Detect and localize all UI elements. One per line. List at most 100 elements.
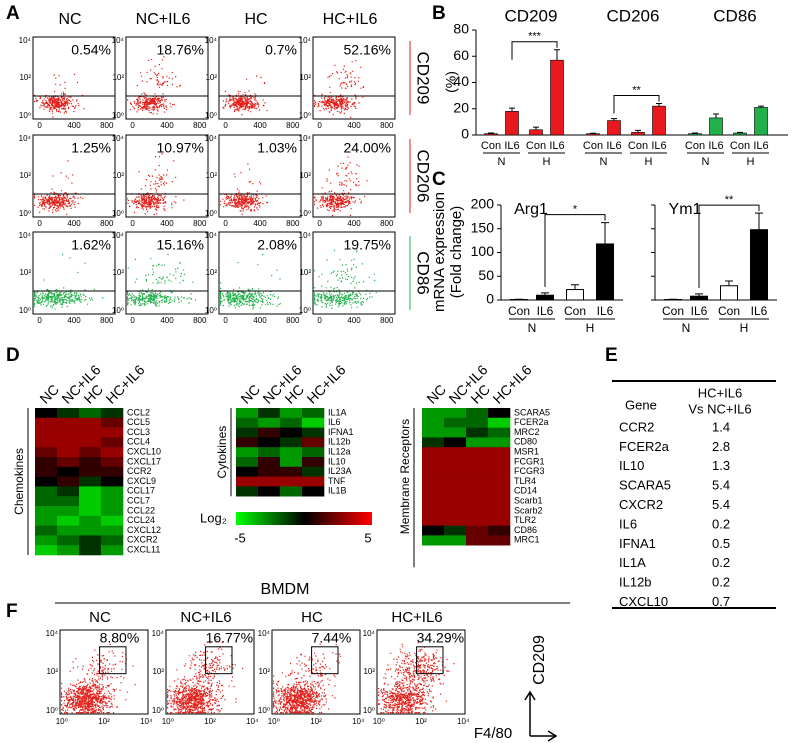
table-cell: 0.2 [712, 575, 730, 590]
heatmap-cell [444, 447, 467, 458]
bar-label: Con [718, 304, 740, 318]
row-label: CCL3 [127, 427, 150, 437]
axis-label: CD209 [531, 635, 548, 685]
heatmap-cell [302, 457, 325, 468]
flow-plot-frame [125, 231, 209, 315]
heatmap-cell [488, 506, 511, 517]
row-label: IL10 [328, 456, 346, 466]
bar [720, 285, 738, 301]
y-tick-label: 10⁰ [152, 706, 164, 715]
y-tick-label: 80 [453, 21, 469, 37]
y-tick-label: 200 [471, 196, 495, 212]
heatmap-cell [79, 486, 102, 497]
error-bar [656, 103, 662, 107]
heatmap-cell [57, 447, 80, 458]
column-header: HC [301, 609, 323, 626]
heatmap-cell [422, 417, 445, 428]
column-header: NC+IL6 [136, 11, 191, 28]
heatmap-cell [444, 466, 467, 477]
heatmap-cell [302, 447, 325, 458]
row-label: CD86 [514, 525, 537, 535]
x-tick-label: 0 [37, 219, 42, 228]
x-tick-label: 0 [317, 316, 322, 325]
row-label: CCL5 [127, 417, 150, 427]
row-label: IL1B [328, 486, 347, 496]
percent: 34.29% [417, 630, 464, 646]
heatmap-cell [488, 417, 511, 428]
x-tick-label: 400 [347, 121, 361, 130]
heatmap-cell [258, 466, 281, 477]
percent: 0.7% [265, 42, 297, 58]
condition-label: H [543, 156, 551, 168]
column-header: HC [244, 11, 267, 28]
heatmap-cell [422, 486, 445, 497]
y-tick-label: 10⁴ [112, 134, 125, 143]
significance-bracket [613, 95, 660, 114]
x-tick-label: 0 [130, 121, 135, 130]
x-tick-label: 10² [98, 717, 110, 726]
heatmap-cell [466, 476, 489, 487]
group-label: Cytokines [215, 426, 229, 479]
heatmap-cell [302, 437, 325, 448]
heatmap-cell [258, 437, 281, 448]
error-bar [635, 129, 641, 133]
flow-plot-frame [312, 134, 396, 218]
x-tick-label: 400 [253, 219, 267, 228]
error-bar [758, 105, 764, 108]
bar [550, 59, 564, 136]
heatmap-cell [236, 408, 259, 419]
y-tick-label: 10⁴ [205, 231, 218, 240]
y-tick-label: 10⁰ [205, 209, 217, 218]
heatmap-cell [101, 535, 124, 546]
y-tick-label: 10⁴ [299, 231, 312, 240]
heatmap-cell [422, 447, 445, 458]
colorbar-label: Log₂ [200, 510, 227, 525]
x-tick-label: 800 [100, 219, 114, 228]
heatmap-cell [101, 427, 124, 438]
row-label: IL23A [328, 466, 352, 476]
heatmap-cell [466, 417, 489, 428]
y-tick-label: 10⁰ [205, 111, 217, 120]
bar-label: Con [481, 140, 501, 152]
heatmap-cell [79, 408, 102, 419]
x-tick-label: 800 [100, 316, 114, 325]
bar-label: IL6 [753, 140, 768, 152]
y-tick-label: 10⁰ [19, 306, 31, 315]
heatmap-cell [444, 535, 467, 546]
condition-label: N [600, 156, 608, 168]
x-tick-label: 800 [380, 219, 394, 228]
scatter-dots [314, 156, 368, 217]
table-cell: IFNA1 [619, 536, 656, 551]
heatmap-cell [79, 466, 102, 477]
x-tick-label: 10² [204, 717, 216, 726]
heatmap-cell [35, 466, 58, 477]
marker-label: CD209 [414, 52, 433, 105]
significance: * [573, 203, 578, 215]
panel-label: C [432, 169, 446, 190]
row-label: CD80 [514, 437, 537, 447]
row-label: MRC1 [514, 535, 540, 545]
heatmap-cell [79, 515, 102, 526]
condition-label: N [528, 321, 537, 335]
y-tick-label: 10⁴ [112, 36, 125, 45]
x-tick-label: 10⁴ [352, 717, 365, 726]
heatmap-cell [79, 427, 102, 438]
heatmap-cell [444, 476, 467, 487]
column-label: HC+IL6 [102, 361, 147, 406]
y-tick-label: 10⁰ [112, 306, 124, 315]
flow-plot-frame [376, 629, 466, 715]
heatmap-cell [79, 496, 102, 507]
x-tick-label: 10⁰ [162, 717, 174, 726]
bar-label: Con [662, 304, 684, 318]
heatmap-cell [280, 437, 303, 448]
bar-label: IL6 [691, 304, 708, 318]
error-bar [571, 284, 579, 290]
heatmap-cell [35, 535, 58, 546]
table-cell: IL12b [619, 575, 652, 590]
y-tick-label: 10² [112, 73, 124, 82]
heatmap-cell [280, 476, 303, 487]
percent: 19.75% [344, 237, 391, 253]
bar-label: Con [685, 140, 705, 152]
group-title: CD209 [505, 6, 558, 25]
heatmap-cell [258, 457, 281, 468]
